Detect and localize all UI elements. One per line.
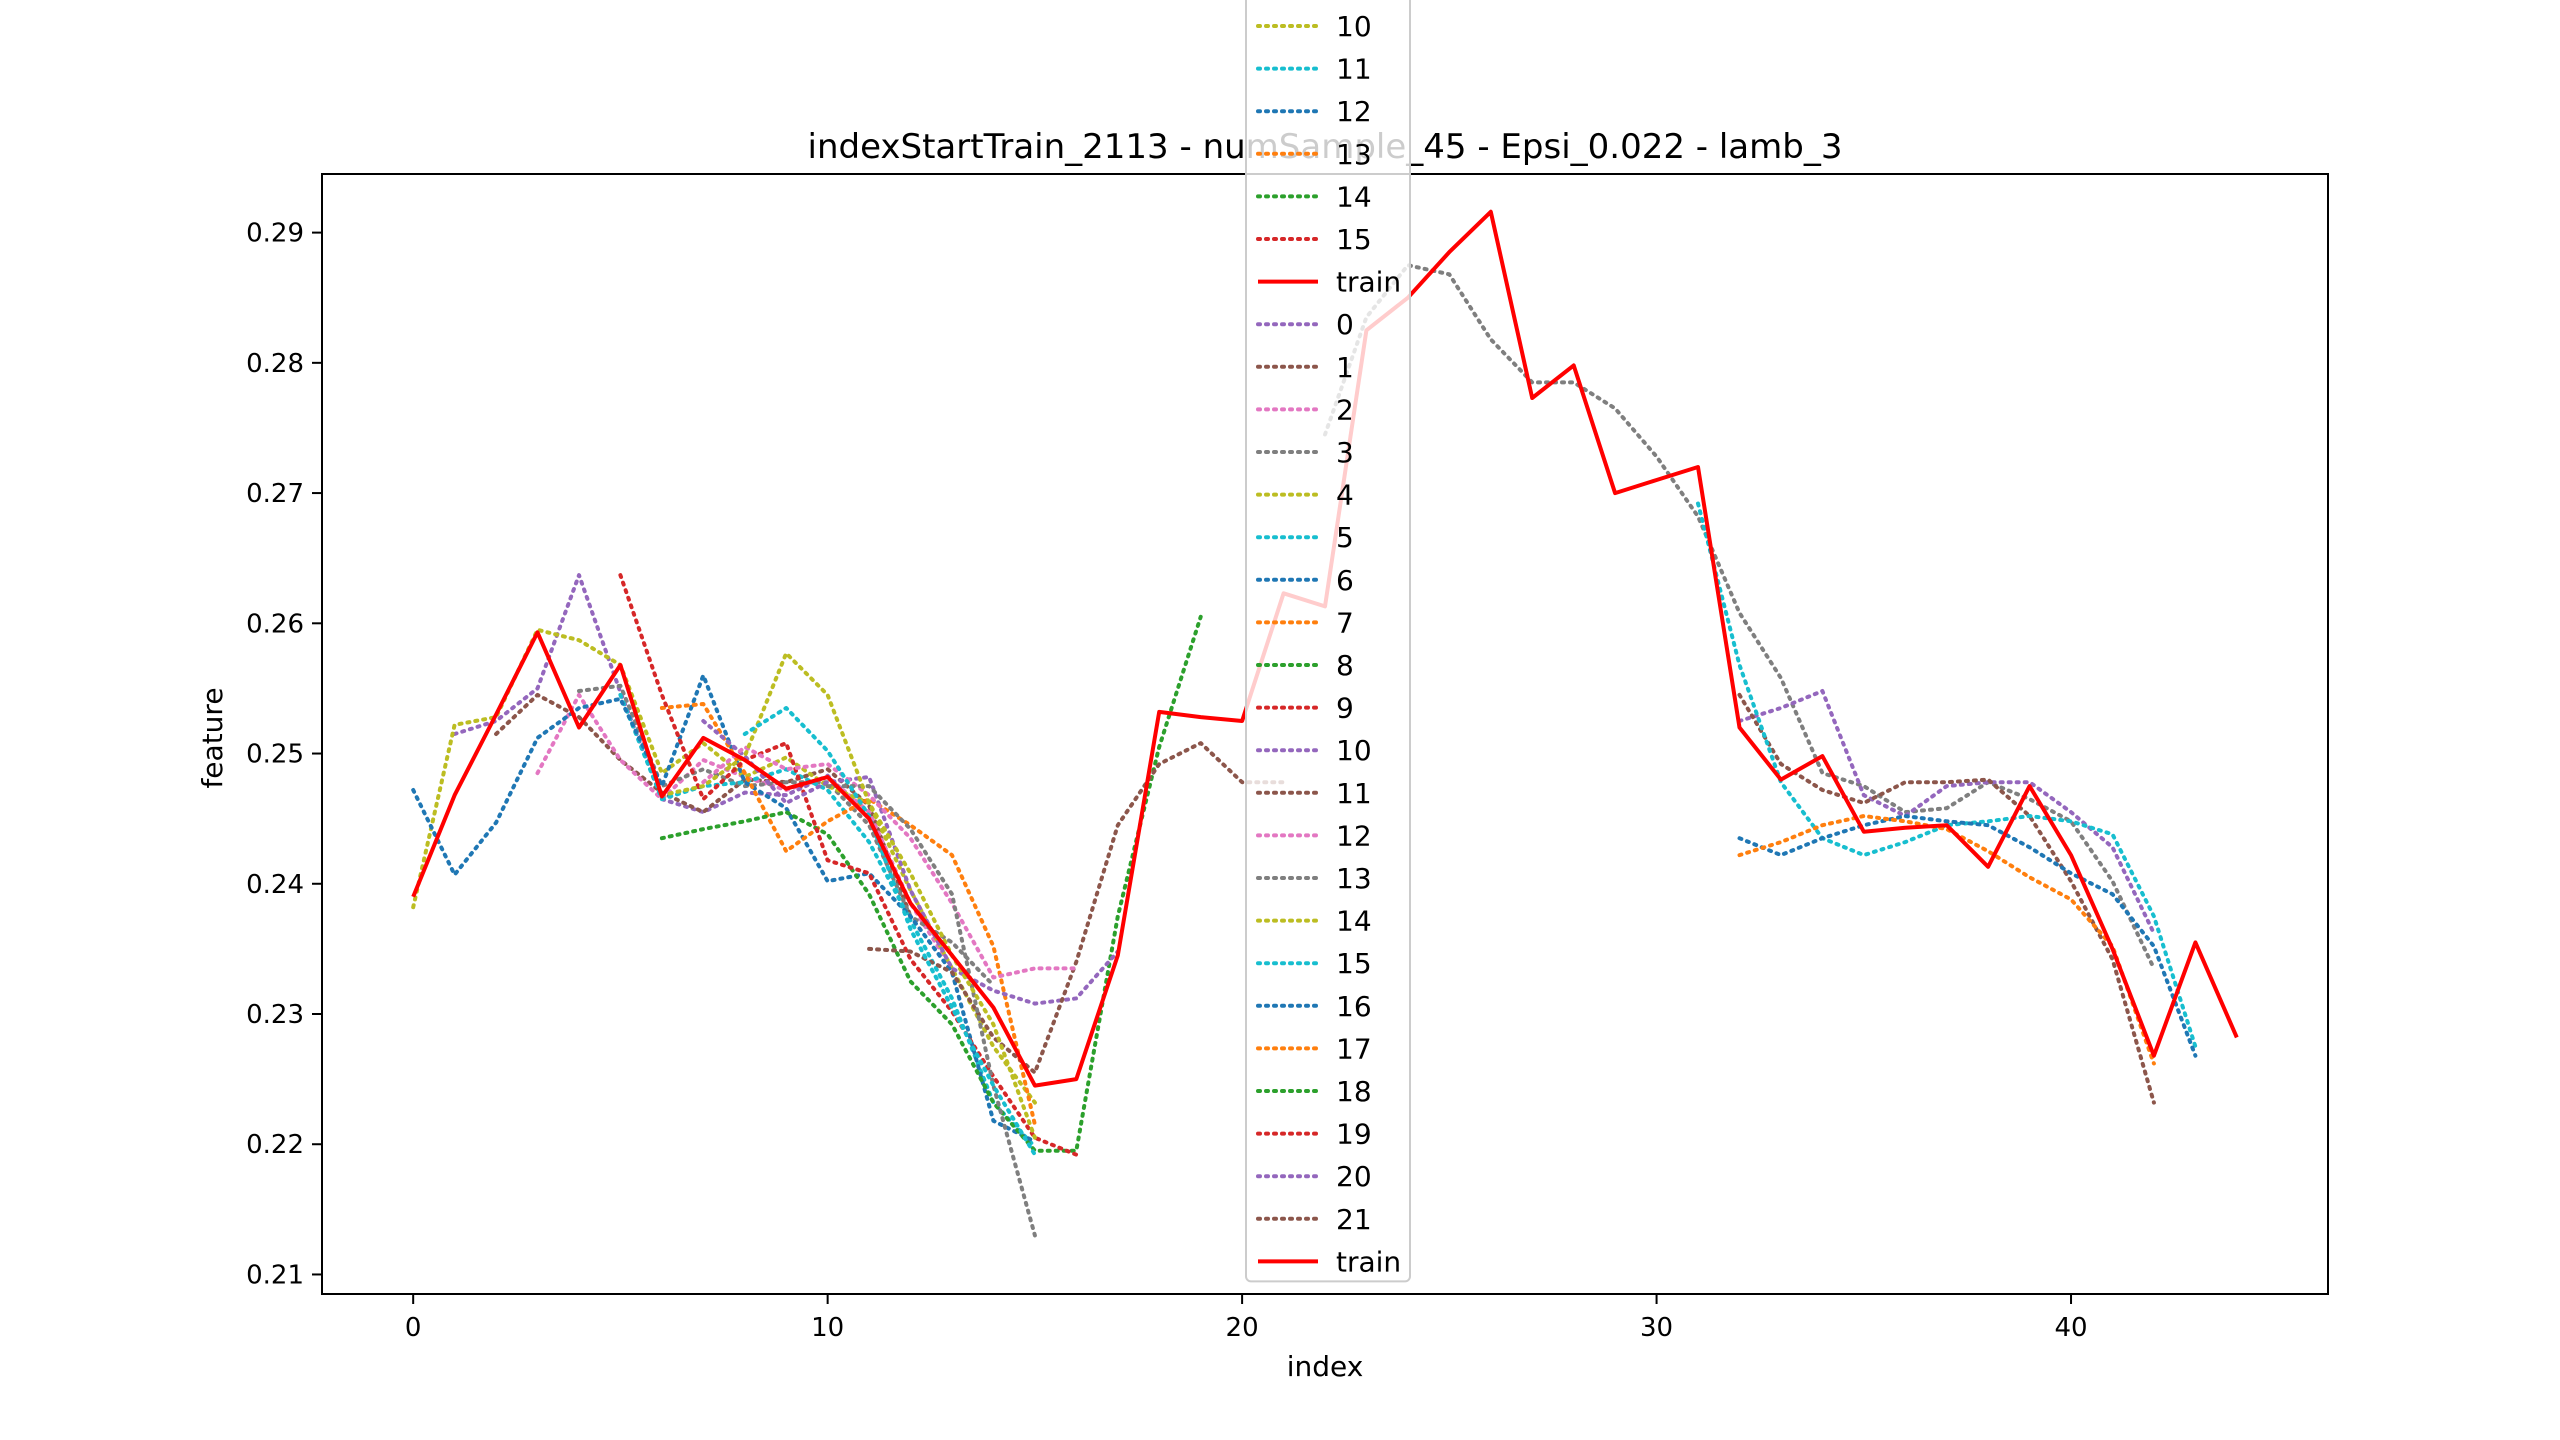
series-line-21 — [1737, 814, 2156, 1066]
legend-entry-label: train — [1336, 1245, 1401, 1278]
legend-entry-label: 11 — [1336, 53, 1372, 86]
x-axis: 0 10 20 30 40 — [405, 1294, 2088, 1343]
legend-entry-label: 11 — [1336, 777, 1372, 810]
legend-entry-label: 10 — [1336, 10, 1372, 43]
legend-box — [1245, 0, 1411, 1283]
legend-entry-label: 19 — [1336, 1118, 1372, 1151]
series-lines — [411, 209, 2239, 1238]
y-tick-label: 0.24 — [246, 870, 304, 900]
legend-entry-label: 15 — [1336, 947, 1372, 980]
series-line-10 — [701, 719, 1120, 1006]
y-tick-label: 0.28 — [246, 349, 304, 379]
legend-entry-label: 1 — [1336, 351, 1354, 384]
legend-entry-label: 13 — [1336, 138, 1372, 171]
legend-entry-label: 13 — [1336, 862, 1372, 895]
legend-entry-label: 16 — [1336, 990, 1372, 1023]
legend-entry-label: 3 — [1336, 436, 1354, 469]
legend-entry-label: 2 — [1336, 393, 1354, 426]
series-line-19 — [1696, 501, 2198, 1049]
series-line-8 — [659, 614, 1203, 1153]
series-line-11 — [867, 741, 1286, 1075]
series-line-15 — [742, 706, 1037, 1157]
series-line-4 — [411, 627, 1037, 1105]
series-line-13 — [825, 784, 1037, 1238]
y-tick-label: 0.23 — [246, 1000, 304, 1030]
legend: 101112131415train01234567891011121314151… — [1245, 0, 1411, 1283]
y-axis: 0.21 0.22 0.23 0.24 0.25 0.26 0.27 0.28 0.29 — [246, 219, 322, 1290]
series-line-9 — [618, 573, 1079, 1157]
legend-entry-label: 5 — [1336, 521, 1354, 554]
y-tick-label: 0.29 — [246, 219, 304, 249]
x-tick-label: 30 — [1640, 1313, 1673, 1343]
legend-entry-label: 4 — [1336, 479, 1354, 512]
series-line-16 — [1323, 263, 2156, 971]
series-line-20 — [1737, 814, 2198, 1058]
x-tick-label: 20 — [1226, 1313, 1259, 1343]
legend-entry-label: 12 — [1336, 95, 1372, 128]
legend-entry-label: 8 — [1336, 649, 1354, 682]
y-tick-label: 0.27 — [246, 479, 304, 509]
y-tick-label: 0.21 — [246, 1260, 304, 1290]
legend-entry-label: 0 — [1336, 308, 1354, 341]
x-tick-label: 40 — [2054, 1313, 2087, 1343]
x-tick-label: 10 — [811, 1313, 844, 1343]
legend-entry-label: 21 — [1336, 1203, 1372, 1236]
legend-entry-label: 12 — [1336, 819, 1372, 852]
plot-area — [411, 209, 2239, 1238]
legend-entry-label: 15 — [1336, 223, 1372, 256]
y-axis-label: feature — [196, 687, 229, 788]
legend-entry-label: 14 — [1336, 180, 1372, 213]
legend-entry-label: 14 — [1336, 905, 1372, 938]
legend-entry-label: 20 — [1336, 1160, 1372, 1193]
y-tick-label: 0.25 — [246, 740, 304, 770]
y-tick-label: 0.22 — [246, 1130, 304, 1160]
series-line-14 — [659, 651, 1037, 1140]
legend-entry-label: 7 — [1336, 606, 1354, 639]
series-line-6 — [411, 673, 1037, 1144]
legend-entry-label: train — [1336, 266, 1401, 299]
series-line-12 — [701, 745, 1079, 980]
series-line-18 — [1737, 692, 2156, 1105]
legend-entry-label: 6 — [1336, 564, 1354, 597]
x-axis-label: index — [1287, 1350, 1364, 1383]
legend-entry-label: 18 — [1336, 1075, 1372, 1108]
x-tick-label: 0 — [405, 1313, 422, 1343]
legend-entry-label: 9 — [1336, 692, 1354, 725]
y-tick-label: 0.26 — [246, 609, 304, 639]
legend-entry-label: 10 — [1336, 734, 1372, 767]
legend-entry-label: 17 — [1336, 1032, 1372, 1065]
